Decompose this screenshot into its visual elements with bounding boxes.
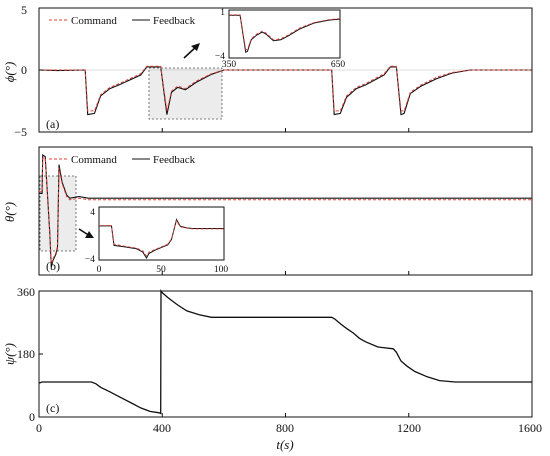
panel-a-feedback-line <box>38 66 532 116</box>
panel-a-ytick-bot: −5 <box>14 125 27 139</box>
xtick-1200: 1200 <box>397 421 421 435</box>
panel-b-inset-ytick-bot: −4 <box>85 255 95 265</box>
legend-b-feedback-label: Feedback <box>153 154 196 166</box>
panel-c: 360 180 0 ψ(°) (c) 0 400 800 1200 1600 t… <box>2 285 542 452</box>
panel-c-ytick-180: 180 <box>17 347 35 361</box>
panel-a-command-line <box>39 65 532 112</box>
panel-c-series <box>38 288 532 415</box>
panel-c-ytick-0: 0 <box>29 410 35 424</box>
panel-b-inset-xtick-50: 50 <box>156 265 166 275</box>
panel-b-command-line <box>39 157 532 264</box>
xtick-1600: 1600 <box>518 421 542 435</box>
xtick-400: 400 <box>153 421 171 435</box>
legend-a-feedback-label: Feedback <box>153 15 196 27</box>
panel-a-ytick-mid: 0 <box>21 63 27 77</box>
panel-b-inset-command-line <box>99 219 224 257</box>
panel-a-series <box>38 65 532 116</box>
panel-c-ytick-360: 360 <box>17 285 35 299</box>
panel-a-legend: Command Feedback <box>49 15 196 27</box>
x-axis-label: t(s) <box>276 437 293 452</box>
panel-b-inset-frame <box>98 206 225 261</box>
panel-a-inset-ytick-bot: −4 <box>215 52 225 62</box>
panel-a-ylabel: ϕ(°) <box>2 62 17 83</box>
panel-a-label: (a) <box>46 117 59 131</box>
panel-b-inset-xtick-0: 0 <box>97 265 102 275</box>
panel-c-label: (c) <box>46 401 59 415</box>
legend-a-command-label: Command <box>71 15 117 27</box>
panel-b-legend: Command Feedback <box>49 154 196 166</box>
panel-b-inset-ytick-top: 4 <box>90 208 95 218</box>
xtick-800: 800 <box>276 421 294 435</box>
panel-b-inset: 4 −4 0 50 100 <box>85 206 229 275</box>
panel-b-inset-xtick-100: 100 <box>214 265 229 275</box>
x-axis-ticks: 0 400 800 1200 1600 <box>36 421 542 435</box>
legend-b-command-label: Command <box>71 154 117 166</box>
panel-b-pointer-arrow <box>78 228 94 238</box>
panel-a-inset-xtick-right: 650 <box>331 60 346 70</box>
panel-a-pointer-arrow <box>183 43 200 59</box>
panel-b-ylabel: θ(°) <box>2 202 17 222</box>
panel-b: θ(°) (b) Command Feedback 4 −4 0 50 100 <box>2 146 533 276</box>
panel-b-series <box>39 154 532 268</box>
xtick-0: 0 <box>36 421 42 435</box>
panel-a-inset-ytick-top: 1 <box>220 8 225 18</box>
panel-c-frame <box>38 290 533 418</box>
panel-a: 5 0 −5 ϕ(°) (a) Command Feedback 1 −4 35… <box>2 3 533 139</box>
panel-c-yaw-line <box>38 288 532 415</box>
panel-c-ylabel: ψ(°) <box>2 343 17 365</box>
panel-a-inset-xtick-left: 350 <box>222 60 237 70</box>
panel-a-zoom-highlight <box>148 67 223 120</box>
panel-b-label: (b) <box>46 259 60 273</box>
panel-a-ytick-top: 5 <box>21 3 27 17</box>
panel-a-inset: 1 −4 350 650 <box>215 8 345 70</box>
